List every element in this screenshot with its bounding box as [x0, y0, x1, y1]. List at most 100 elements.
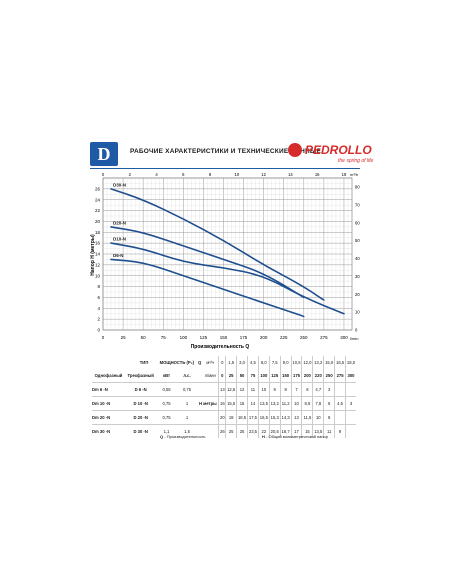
header-divider [90, 168, 360, 169]
head-value [344, 410, 356, 425]
head-label [197, 410, 219, 425]
head-value: 3 [323, 382, 335, 397]
header-lmin-value: 0 [218, 369, 226, 383]
x-tick-label: 125 [200, 335, 208, 340]
head-value: 25 [225, 424, 237, 438]
series-line-d10-n [110, 242, 345, 315]
header-m3h-value: 18,0 [344, 356, 356, 369]
header-m3h-value: 12,0 [301, 356, 313, 369]
chart-series: D30-N D20-N D10-N D6-N [110, 182, 345, 318]
header-m3h-value: 9,0 [279, 356, 292, 369]
head-value: 25 [236, 424, 248, 438]
header-q: Q [197, 360, 202, 365]
x-tick-label: 175 [240, 335, 248, 340]
legend-h-text: - Общий манометрический напор [266, 434, 328, 439]
y-tick-label: 14 [95, 252, 101, 257]
header-unit-lmin: л/мин [204, 373, 216, 378]
brand-tagline: the spring of life [338, 158, 374, 164]
head-value: 15 [236, 396, 248, 411]
table-row: Dm 10 -N D 10 -N 0,75 1 Н метры 16 15,5 15 14 13,… [92, 396, 356, 411]
model-three-phase: D 10 -N [125, 396, 157, 411]
head-value: 11,2 [279, 396, 292, 411]
right-tick-label: 10 [355, 310, 360, 315]
head-value: 20 [218, 410, 226, 425]
top-tick-label: 0 [102, 172, 105, 177]
head-label: Н метры [197, 396, 219, 411]
y-tick-label: 10 [95, 273, 101, 278]
head-value: 19 [225, 410, 237, 425]
model-single-phase: Dm 30 -N [92, 424, 125, 438]
top-tick-label: 16 [315, 172, 320, 177]
header-lmin-value: 50 [236, 369, 248, 383]
header-lmin-value: 75 [247, 369, 259, 383]
x-tick-label: 25 [121, 335, 127, 340]
power-kw: 0,75 [156, 410, 177, 425]
power-hp: 1 [176, 396, 198, 411]
table-header-row-2: Однофазный Трехфазный кВт л.с. л/мин 0 25 50 75 1… [92, 369, 356, 383]
header-lmin-value: 175 [290, 369, 302, 383]
series-line-d30-n [110, 188, 325, 301]
right-tick-label: 50 [355, 238, 360, 243]
model-single-phase: Dm 10 -N [92, 396, 125, 411]
head-value: 11 [247, 382, 259, 397]
header-single-phase: Однофазный [94, 373, 123, 378]
header-lmin-value: 200 [301, 369, 313, 383]
head-value: 15 [301, 424, 313, 438]
head-value: 6 [323, 396, 335, 411]
head-value: 20,5 [268, 424, 281, 438]
legend-h: H - Общий манометрический напор [262, 434, 328, 439]
top-tick-label: 14 [288, 172, 293, 177]
header-kw: кВт [162, 373, 171, 378]
y-tick-label: 4 [97, 306, 100, 311]
head-value: 22 [257, 424, 270, 438]
chart-ticks: 0 25 50 75 100 125 150 175 200 225 250 275 300024681… [95, 172, 360, 340]
x-tick-label: 75 [161, 335, 167, 340]
right-tick-label: 80 [355, 185, 360, 190]
right-tick-label: 20 [355, 292, 360, 297]
header-lmin-value: 125 [268, 369, 281, 383]
model-three-phase: D 20 -N [125, 410, 157, 425]
header-lmin-value: 100 [257, 369, 270, 383]
series-label-d6-n: D6-N [113, 253, 124, 258]
header-type: ТИП [139, 360, 149, 365]
head-value: 17,5 [247, 410, 259, 425]
brand-logo-icon [288, 143, 302, 157]
x-tick-label: 225 [280, 335, 288, 340]
head-value: 18,5 [236, 410, 248, 425]
table-row: Dm 20 -N D 20 -N 0,75 1 20 19 18,5 17,5 16,5 15,3… [92, 410, 356, 425]
top-tick-label: 12 [261, 172, 266, 177]
head-value: 4,7 [312, 382, 324, 397]
top-tick-label: 10 [235, 172, 240, 177]
header-m3h-value: 13,2 [312, 356, 324, 369]
y-tick-label: 26 [95, 186, 101, 191]
header-lmin-value: 275 [334, 369, 346, 383]
page-title: РАБОЧИЕ ХАРАКТЕРИСТИКИ И ТЕХНИЧЕСКИЕ ДАН… [130, 148, 321, 155]
power-kw: 0,55 [156, 382, 177, 397]
header-m3h-value: 4,5 [247, 356, 259, 369]
right-tick-label: 70 [355, 202, 360, 207]
series-line-d6-n [110, 258, 305, 318]
y-tick-label: 12 [95, 262, 101, 267]
head-value: 14 [247, 396, 259, 411]
head-value: 12 [236, 382, 248, 397]
head-value [334, 382, 346, 397]
head-value: 8 [279, 382, 292, 397]
top-tick-label: 2 [129, 172, 132, 177]
y-tick-label: 6 [97, 295, 100, 300]
header-m3h-value: 1,5 [225, 356, 237, 369]
series-letter: D [97, 144, 111, 164]
head-label [197, 424, 219, 438]
head-value: 15,5 [225, 396, 237, 411]
head-value: 17 [290, 424, 302, 438]
series-line-d20-n [110, 226, 305, 299]
model-single-phase: Dm 6 -N [92, 382, 125, 397]
head-value: 4,5 [334, 396, 346, 411]
header-lmin-value: 25 [225, 369, 237, 383]
x-tick-label: 100 [180, 335, 188, 340]
head-value: 13 [218, 382, 226, 397]
right-tick-label: 30 [355, 274, 360, 279]
